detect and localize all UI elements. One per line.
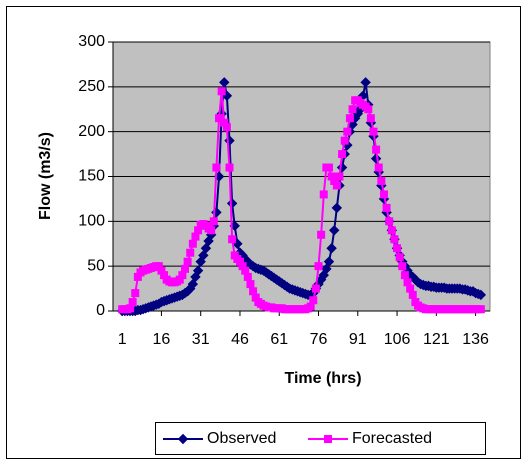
legend-label: Observed [207,430,276,447]
point [180,264,189,273]
point [326,243,337,254]
x-tick-label: 61 [270,331,288,348]
point [188,239,197,248]
point [219,77,230,88]
x-tick-label: 16 [153,331,171,348]
point [374,163,383,172]
point [345,114,354,123]
y-tick-label: 100 [78,213,105,230]
point [317,230,326,239]
point [332,181,341,190]
legend-marker [324,435,332,443]
point [187,278,199,290]
point [360,77,371,88]
point [198,250,209,261]
point [222,123,231,132]
y-tick-label: 250 [78,78,105,95]
point [387,226,396,235]
point [340,136,349,145]
point [393,244,402,253]
point [192,265,204,276]
point [183,257,192,266]
point [329,225,340,236]
x-tick-label: 1 [118,331,127,348]
point [207,226,216,235]
point [343,127,352,136]
point [348,105,357,114]
legend-marker [177,433,189,445]
x-tick-label: 106 [384,331,411,348]
point [338,150,347,159]
y-tick-label: 300 [78,33,105,50]
point [366,114,375,123]
point [385,217,394,226]
y-tick-label: 150 [78,168,105,185]
point [476,305,485,314]
point [228,235,237,244]
x-tick-label: 91 [349,331,367,348]
point [323,256,335,267]
point [131,289,140,298]
point [319,190,328,199]
point [321,263,332,275]
point [128,298,137,307]
point [243,272,252,281]
point [225,163,234,172]
point [408,290,417,299]
point [331,202,343,214]
point [311,284,320,293]
point [200,243,212,254]
point [217,87,226,96]
point [212,163,221,172]
point [324,163,333,172]
point [372,145,381,154]
point [379,190,388,199]
y-axis-title: Flow (m3/s) [37,132,54,220]
point [377,176,386,185]
point [215,114,224,123]
point [209,217,218,226]
legend-label: Forecasted [352,430,432,447]
point [369,127,378,136]
x-tick-label: 31 [192,331,210,348]
point [186,248,195,257]
x-tick-label: 46 [231,331,249,348]
point [335,172,344,181]
x-tick-label: 136 [462,331,489,348]
y-tick-label: 50 [87,257,105,274]
point [364,105,373,114]
y-tick-label: 0 [96,302,105,319]
point [309,296,318,305]
series [118,87,485,314]
point [382,203,391,212]
point [400,271,409,280]
x-tick-label: 121 [423,331,450,348]
point [395,253,404,262]
x-axis-title: Time (hrs) [284,370,361,387]
x-tick-label: 76 [310,331,328,348]
point [314,262,323,271]
point [246,280,255,289]
y-tick-label: 200 [78,123,105,140]
point [475,289,487,301]
point [398,262,407,271]
point [390,235,399,244]
